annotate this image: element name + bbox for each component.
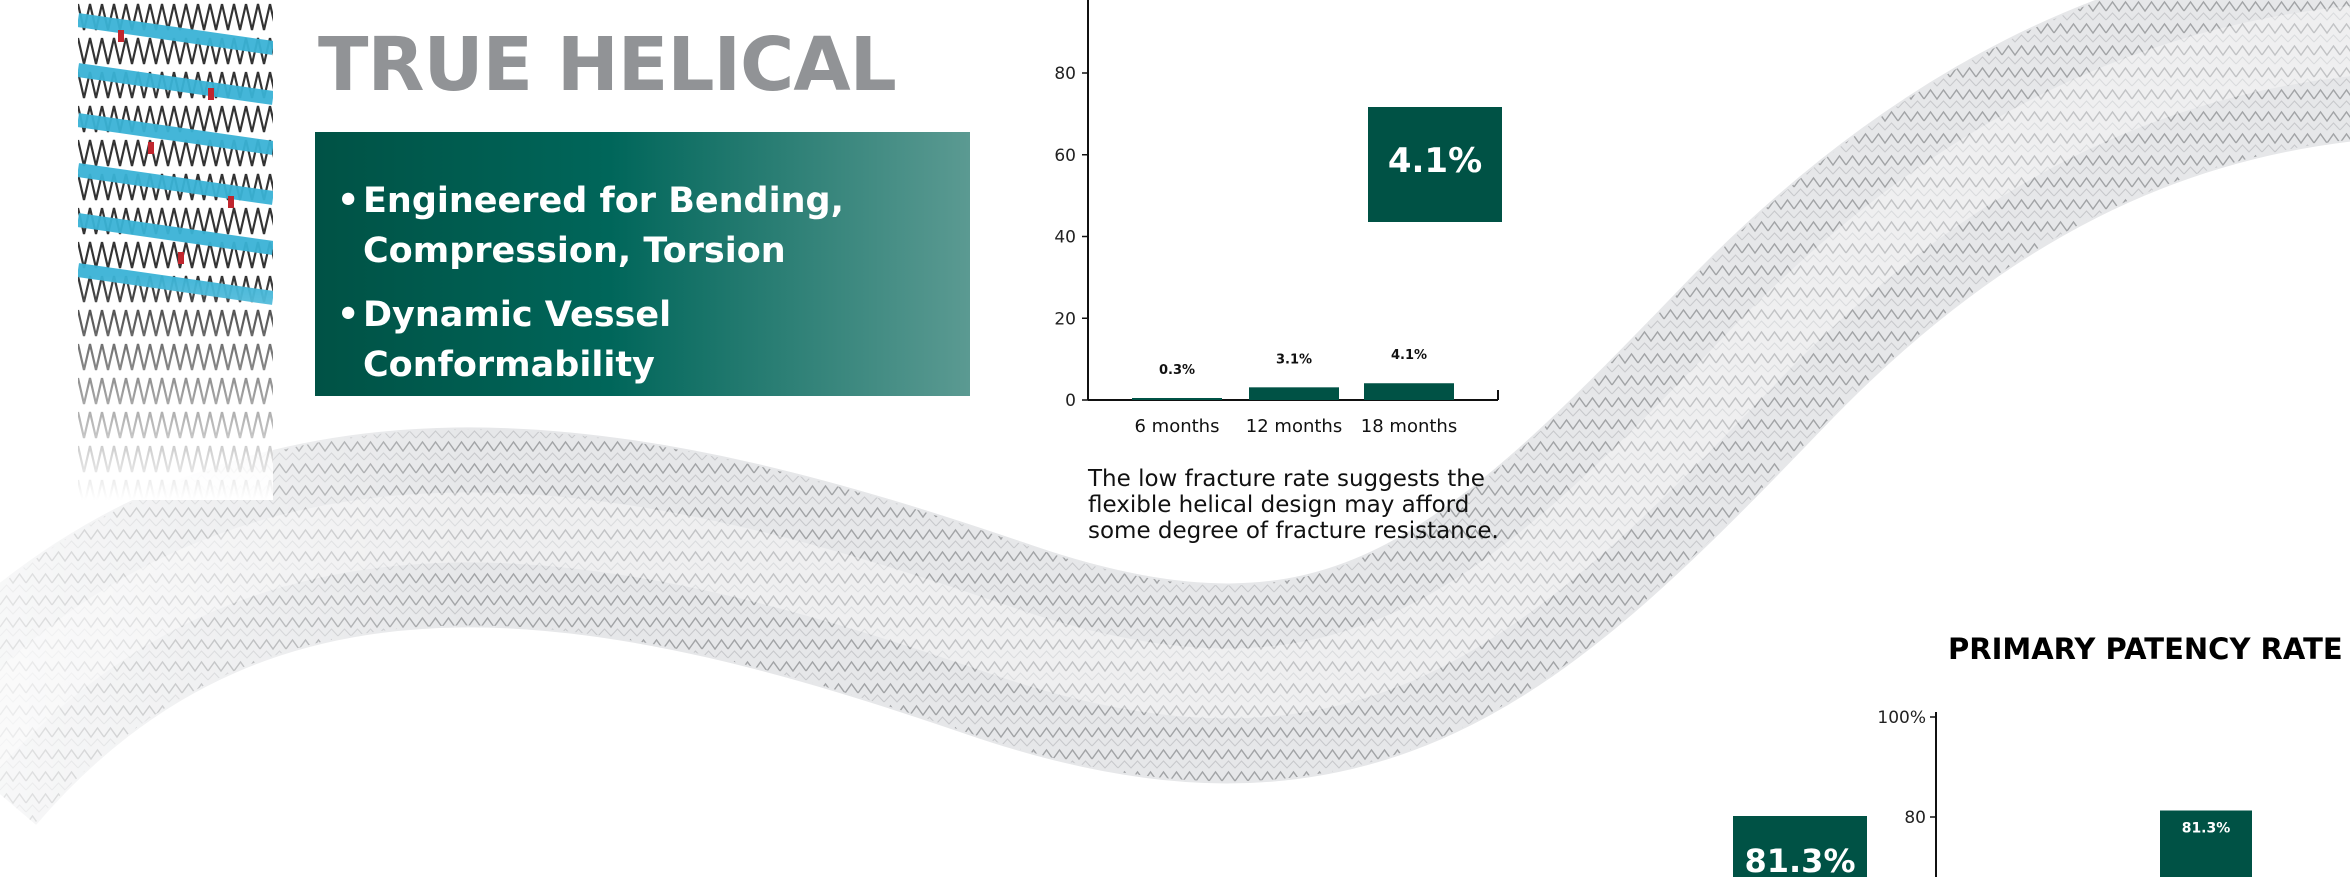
feature-line: Dynamic Vessel Conformability	[363, 295, 672, 385]
bar	[2160, 810, 2252, 877]
bar	[1132, 398, 1222, 400]
callout-bg	[1368, 107, 1502, 222]
bar-data-label: 81.3%	[2182, 821, 2231, 837]
bar-data-label: 0.3%	[1159, 363, 1195, 378]
callout-box: 4.1%	[1368, 107, 1502, 222]
feature-box: • Engineered for Bending, Compression, Tor…	[315, 132, 970, 396]
x-tick-label: 6 months	[1135, 416, 1220, 437]
bar-data-label: 4.1%	[1391, 348, 1427, 363]
x-tick-label: 12 months	[1246, 416, 1342, 437]
feature-item: • Engineered for Bending, Compression, Tor…	[337, 181, 844, 271]
y-tick-label: 0	[1065, 391, 1076, 411]
bar-data-label: 3.1%	[1276, 352, 1312, 367]
stent-column-illustration	[78, 0, 273, 500]
y-tick-label: 100%	[1877, 708, 1926, 728]
fracture-caption: The low fracture rate suggests the flexi…	[1088, 466, 1499, 544]
y-tick-label: 80	[1054, 64, 1076, 84]
feature-item: • Dynamic Vessel Conformability	[337, 295, 672, 385]
callout-box: 81.3%	[1733, 816, 1867, 877]
feature-line: Compression, Torsion	[363, 231, 786, 271]
callout-value: 81.3%	[1744, 842, 1855, 877]
x-tick-label: 18 months	[1361, 416, 1457, 437]
callout-value: 4.1%	[1388, 141, 1482, 181]
fracture-rate-chart: 0 20 40 60 80 0.3% 6 months 3.1% 12 months 4.1% 18…	[1054, 0, 1502, 437]
patency-chart-title: PRIMARY PATENCY RATE	[1948, 632, 2343, 666]
feature-list: • Engineered for Bending, Compression, Tor…	[315, 132, 970, 390]
y-tick-label: 40	[1054, 228, 1076, 248]
callout-bg	[1733, 816, 1867, 877]
bar	[1249, 387, 1339, 400]
y-tick-label: 80	[1904, 808, 1926, 828]
primary-patency-chart: 100% 80 81.3% 81.3%	[1733, 708, 2252, 877]
y-tick-label: 60	[1054, 146, 1076, 166]
feature-line: Engineered for Bending,	[363, 181, 844, 221]
y-tick-label: 20	[1054, 309, 1076, 329]
bar	[1364, 383, 1454, 400]
hero-title: TRUE HELICAL	[318, 22, 897, 108]
